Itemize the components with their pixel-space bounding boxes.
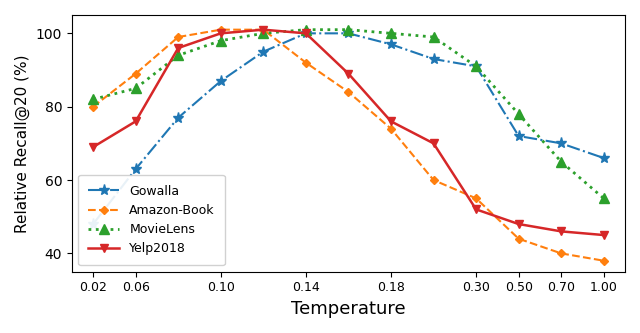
Gowalla bbox=[174, 116, 182, 120]
Line: Yelp2018: Yelp2018 bbox=[89, 26, 608, 239]
Line: Amazon-Book: Amazon-Book bbox=[90, 27, 607, 263]
Amazon-Book bbox=[387, 127, 395, 131]
X-axis label: Temperature: Temperature bbox=[291, 300, 406, 318]
Amazon-Book bbox=[600, 259, 607, 263]
MovieLens bbox=[302, 28, 310, 32]
Yelp2018 bbox=[472, 207, 480, 211]
Yelp2018 bbox=[302, 31, 310, 35]
Yelp2018 bbox=[344, 72, 352, 76]
Amazon-Book bbox=[132, 72, 140, 76]
Gowalla bbox=[90, 222, 97, 226]
Yelp2018 bbox=[557, 229, 565, 233]
Yelp2018 bbox=[174, 46, 182, 50]
Yelp2018 bbox=[600, 233, 607, 237]
Gowalla bbox=[344, 31, 352, 35]
MovieLens bbox=[132, 86, 140, 90]
Yelp2018 bbox=[515, 222, 522, 226]
Line: Gowalla: Gowalla bbox=[88, 28, 609, 229]
Amazon-Book bbox=[302, 61, 310, 65]
Amazon-Book bbox=[90, 105, 97, 109]
Gowalla bbox=[217, 79, 225, 83]
MovieLens bbox=[90, 97, 97, 101]
MovieLens bbox=[344, 28, 352, 32]
Amazon-Book bbox=[259, 28, 267, 32]
MovieLens bbox=[429, 35, 437, 39]
Gowalla bbox=[472, 64, 480, 68]
Yelp2018 bbox=[132, 119, 140, 123]
Gowalla bbox=[515, 134, 522, 138]
Gowalla bbox=[429, 57, 437, 61]
Amazon-Book bbox=[557, 251, 565, 255]
Amazon-Book bbox=[174, 35, 182, 39]
Yelp2018 bbox=[387, 119, 395, 123]
MovieLens bbox=[600, 196, 607, 200]
MovieLens bbox=[515, 112, 522, 116]
Gowalla bbox=[132, 167, 140, 171]
Amazon-Book bbox=[429, 178, 437, 182]
Gowalla bbox=[302, 31, 310, 35]
Amazon-Book bbox=[472, 196, 480, 200]
Line: MovieLens: MovieLens bbox=[88, 25, 609, 203]
Yelp2018 bbox=[217, 31, 225, 35]
Yelp2018 bbox=[259, 28, 267, 32]
Y-axis label: Relative Recall@20 (%): Relative Recall@20 (%) bbox=[15, 54, 30, 233]
Amazon-Book bbox=[217, 28, 225, 32]
Legend: Gowalla, Amazon-Book, MovieLens, Yelp2018: Gowalla, Amazon-Book, MovieLens, Yelp201… bbox=[78, 175, 225, 265]
Gowalla bbox=[600, 156, 607, 160]
Amazon-Book bbox=[344, 90, 352, 94]
MovieLens bbox=[387, 31, 395, 35]
Yelp2018 bbox=[429, 142, 437, 146]
MovieLens bbox=[557, 160, 565, 164]
Gowalla bbox=[557, 142, 565, 146]
MovieLens bbox=[472, 64, 480, 68]
Gowalla bbox=[387, 42, 395, 46]
Gowalla bbox=[259, 50, 267, 54]
MovieLens bbox=[217, 39, 225, 43]
MovieLens bbox=[259, 31, 267, 35]
Amazon-Book bbox=[515, 237, 522, 241]
Yelp2018 bbox=[90, 145, 97, 149]
MovieLens bbox=[174, 53, 182, 57]
